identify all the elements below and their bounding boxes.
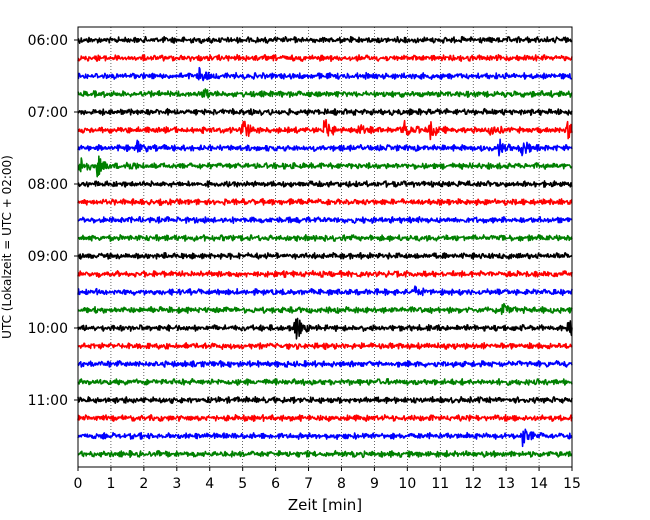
seismogram-traces bbox=[77, 35, 573, 459]
x-tick-label: 5 bbox=[238, 476, 247, 492]
trace-10 bbox=[77, 215, 573, 225]
x-tick-label: 13 bbox=[497, 476, 515, 492]
trace-19 bbox=[77, 377, 573, 387]
trace-9 bbox=[77, 197, 573, 206]
trace-18 bbox=[77, 359, 573, 368]
x-tick-label: 9 bbox=[370, 476, 379, 492]
trace-12 bbox=[77, 252, 573, 260]
x-tick-label: 11 bbox=[431, 476, 449, 492]
trace-17 bbox=[77, 342, 573, 351]
x-tick-label: 7 bbox=[304, 476, 313, 492]
trace-1 bbox=[77, 53, 573, 63]
y-tick-label: 08:00 bbox=[28, 177, 68, 193]
trace-2 bbox=[77, 66, 573, 82]
plot-frame bbox=[77, 26, 573, 468]
x-tick-label: 2 bbox=[139, 476, 148, 492]
y-tick-label: 10:00 bbox=[28, 321, 68, 337]
x-axis-label: Zeit [min] bbox=[288, 496, 362, 514]
x-tick-label: 15 bbox=[563, 476, 581, 492]
trace-4 bbox=[77, 107, 573, 116]
x-tick-label: 12 bbox=[464, 476, 482, 492]
trace-7 bbox=[77, 155, 573, 178]
x-tick-label: 8 bbox=[337, 476, 346, 492]
trace-23 bbox=[77, 449, 573, 459]
trace-0 bbox=[77, 35, 573, 45]
y-tick-label: 06:00 bbox=[28, 33, 68, 49]
trace-3 bbox=[77, 88, 573, 99]
trace-14 bbox=[77, 285, 573, 297]
trace-21 bbox=[77, 413, 573, 423]
trace-6 bbox=[77, 138, 573, 157]
x-tick-label: 14 bbox=[530, 476, 548, 492]
trace-22 bbox=[77, 428, 573, 448]
x-tick-label: 3 bbox=[172, 476, 181, 492]
trace-11 bbox=[77, 234, 573, 242]
x-tick-label: 6 bbox=[271, 476, 280, 492]
y-axis-ticks: 06:00 07:00 08:00 09:00 10:00 11:00 bbox=[28, 33, 78, 409]
x-tick-label: 4 bbox=[205, 476, 214, 492]
trace-16 bbox=[77, 317, 573, 340]
x-tick-label: 0 bbox=[74, 476, 83, 492]
x-axis-ticks: 0 1 2 3 4 5 6 7 8 9 10 11 12 13 14 15 bbox=[74, 467, 581, 492]
y-tick-label: 11:00 bbox=[28, 393, 68, 409]
trace-13 bbox=[77, 269, 573, 278]
trace-20 bbox=[77, 395, 573, 404]
y-tick-label: 07:00 bbox=[28, 105, 68, 121]
trace-8 bbox=[77, 180, 573, 188]
x-tick-label: 1 bbox=[106, 476, 115, 492]
y-axis-label: UTC (Lokalzeit = UTC + 02:00) bbox=[0, 155, 14, 339]
trace-15 bbox=[77, 302, 573, 316]
y-tick-label: 09:00 bbox=[28, 249, 68, 265]
grid-lines bbox=[110, 27, 540, 467]
trace-5 bbox=[77, 119, 573, 141]
x-tick-label: 10 bbox=[398, 476, 416, 492]
